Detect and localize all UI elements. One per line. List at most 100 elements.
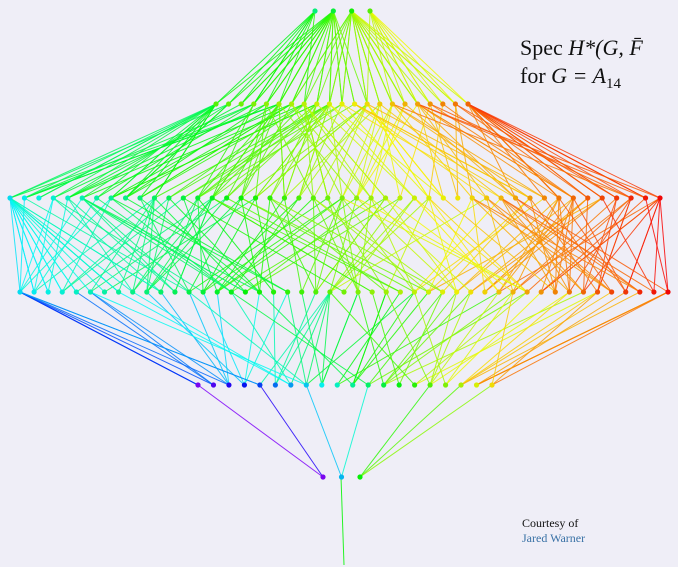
graph-node	[570, 195, 576, 201]
graph-tail-edge	[340, 476, 345, 566]
graph-node	[357, 474, 363, 480]
graph-edge	[211, 197, 401, 293]
graph-node	[352, 101, 358, 107]
graph-edge	[385, 197, 514, 293]
graph-node	[166, 195, 172, 201]
graph-edge	[383, 291, 514, 386]
graph-edge	[429, 291, 500, 386]
graph-edge	[245, 197, 372, 293]
graph-node	[326, 101, 332, 107]
graph-edges	[9, 10, 669, 566]
graph-edge	[341, 384, 369, 478]
graph-edge	[417, 103, 661, 199]
graph-edge	[379, 103, 502, 199]
graph-node	[339, 101, 345, 107]
graph-edge	[240, 197, 429, 293]
graph-edge	[476, 291, 669, 386]
graph-edge	[243, 291, 260, 386]
graph-edge	[291, 10, 334, 105]
graph-edge	[467, 103, 632, 199]
graph-edge	[460, 291, 612, 386]
graph-node	[482, 289, 488, 295]
graph-node	[397, 289, 403, 295]
graph-edge	[476, 291, 627, 386]
graph-edge	[471, 197, 641, 293]
graph-edge	[429, 103, 459, 199]
graph-edge	[24, 103, 254, 199]
diagram-title: Spec H*(G, F̄ for G = A14	[520, 34, 643, 98]
graph-node	[267, 195, 273, 201]
graph-edge	[417, 103, 574, 199]
graph-edge	[303, 103, 314, 199]
graph-edge	[351, 10, 431, 105]
graph-node	[354, 195, 360, 201]
graph-edge	[369, 10, 444, 105]
graph-edge	[211, 103, 343, 199]
graph-edge	[500, 197, 641, 293]
graph-edge	[316, 10, 334, 105]
graph-node	[510, 289, 516, 295]
graph-edge	[24, 103, 280, 199]
graph-node	[65, 195, 71, 201]
title-group: G = A	[551, 63, 606, 88]
graph-node	[252, 195, 259, 201]
graph-node	[623, 289, 629, 295]
graph-node	[214, 289, 220, 295]
graph-node	[383, 289, 389, 295]
graph-edge	[383, 291, 472, 386]
graph-edge	[645, 197, 669, 293]
graph-edge	[90, 291, 230, 386]
graph-node	[552, 289, 558, 295]
graph-edge	[226, 103, 330, 199]
graph-edge	[47, 197, 69, 293]
graph-edge	[290, 291, 331, 386]
graph-edge	[230, 291, 292, 386]
graph-edge	[287, 291, 307, 386]
graph-edge	[332, 10, 368, 105]
graph-node	[350, 382, 356, 388]
graph-edge	[467, 103, 560, 199]
graph-edge	[455, 103, 589, 199]
graph-edge	[274, 291, 317, 386]
graph-node	[397, 195, 403, 201]
graph-edge	[216, 197, 343, 293]
graph-edge	[303, 10, 334, 105]
graph-edge	[392, 103, 632, 199]
graph-edge	[445, 291, 514, 386]
graph-edge	[197, 103, 318, 199]
graph-edge	[259, 291, 354, 386]
graph-node	[455, 195, 461, 201]
graph-node	[365, 382, 371, 388]
graph-node	[512, 195, 519, 201]
author-link[interactable]: Jared Warner	[522, 531, 586, 545]
graph-edge	[352, 291, 415, 386]
graph-edge	[379, 103, 401, 199]
graph-node	[426, 195, 432, 201]
graph-edge	[240, 103, 280, 199]
graph-node	[276, 101, 282, 107]
graph-edge	[81, 197, 190, 293]
graph-node	[180, 195, 186, 201]
graph-edge	[486, 197, 584, 293]
graph-edge	[9, 197, 105, 293]
graph-edge	[357, 291, 385, 386]
graph-edge	[291, 103, 343, 199]
graph-edge	[228, 10, 316, 105]
graph-edge	[96, 103, 217, 199]
graph-edge	[366, 103, 545, 199]
graph-edge	[460, 291, 598, 386]
graph-node	[402, 101, 408, 107]
graph-edge	[67, 103, 267, 199]
graph-edge	[265, 10, 334, 105]
graph-edge	[370, 103, 393, 199]
graph-edge	[414, 291, 528, 386]
graph-edge	[341, 197, 359, 293]
graph-edge	[291, 103, 372, 199]
graph-node	[411, 289, 418, 295]
graph-edge	[202, 197, 343, 293]
graph-node	[427, 382, 433, 388]
graph-node	[200, 289, 206, 295]
graph-edge	[313, 197, 443, 293]
graph-edge	[197, 103, 330, 199]
